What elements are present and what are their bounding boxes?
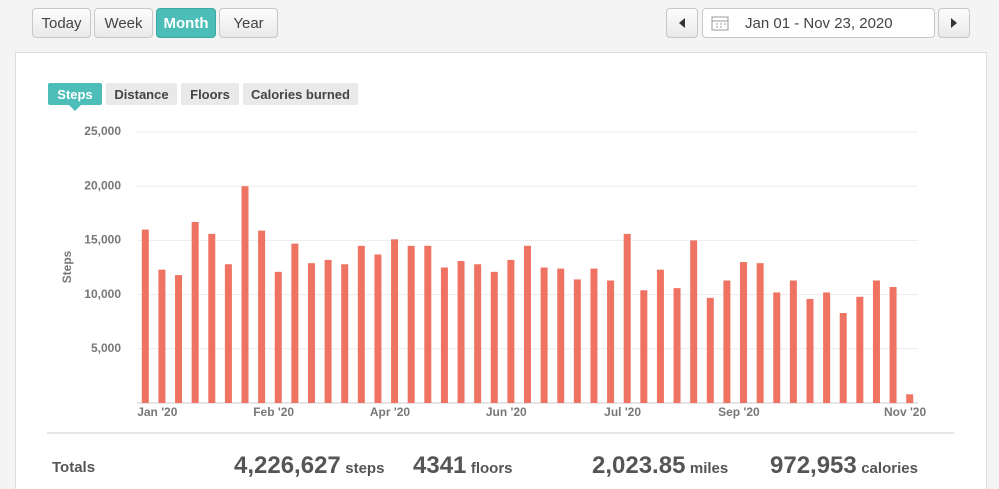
range-button[interactable]: Year (219, 8, 278, 38)
y-tick-label: 15,000 (84, 233, 121, 247)
bar (341, 264, 349, 403)
bar (806, 298, 814, 403)
bar (391, 239, 399, 403)
x-tick-label: Apr '20 (370, 405, 411, 419)
bar (224, 264, 232, 403)
next-button[interactable] (938, 8, 970, 38)
total-unit: steps (345, 460, 385, 477)
total-value: 972,953 (770, 452, 857, 479)
bar (540, 267, 548, 403)
bar (856, 296, 864, 403)
bar (457, 260, 465, 403)
range-button[interactable]: Month (156, 8, 216, 38)
y-tick-label: 20,000 (84, 178, 121, 192)
total: 4,226,627 steps (234, 452, 384, 480)
panel (15, 52, 987, 489)
next-icon (951, 18, 957, 28)
date-field[interactable]: Jan 01 - Nov 23, 2020 (702, 8, 935, 38)
bar (324, 259, 332, 403)
tab[interactable]: Distance (106, 83, 177, 105)
x-tick-label: Feb '20 (253, 405, 294, 419)
x-tick-label: Nov '20 (884, 405, 927, 419)
bar (357, 245, 365, 403)
bar (673, 288, 681, 403)
total-unit: calories (861, 460, 918, 477)
total: 972,953 calories (770, 452, 918, 480)
bar (640, 290, 648, 403)
bar (789, 280, 797, 403)
bar (756, 263, 764, 403)
bar (839, 313, 847, 403)
bar (872, 280, 880, 403)
bar (573, 279, 581, 403)
x-tick-label: Jul '20 (604, 405, 641, 419)
total: 4341 floors (413, 452, 513, 480)
tab-pointer (69, 105, 81, 111)
bar (623, 233, 631, 403)
bar (208, 233, 216, 403)
bar (906, 394, 914, 403)
bar (590, 268, 598, 403)
bar (191, 221, 199, 403)
bar (158, 269, 166, 403)
total-value: 4341 (413, 452, 467, 479)
bar (557, 268, 565, 403)
bar (407, 245, 415, 403)
totals-label: Totals (52, 459, 96, 476)
bar (307, 263, 315, 403)
bar (291, 243, 299, 403)
bar (690, 240, 698, 403)
total-value: 2,023.85 (592, 452, 686, 479)
total-value: 4,226,627 (234, 452, 341, 479)
tab[interactable]: Steps (48, 83, 102, 105)
bar (258, 230, 266, 403)
bar (274, 271, 282, 403)
calendar-icon (711, 16, 729, 31)
total: 2,023.85 miles (592, 452, 728, 480)
bar (440, 267, 448, 403)
tab[interactable]: Floors (181, 83, 239, 105)
bar (241, 186, 249, 403)
bar (889, 287, 897, 403)
bar (175, 275, 183, 403)
bar (607, 280, 615, 403)
bar (424, 245, 432, 403)
bar (773, 292, 781, 403)
tab[interactable]: Calories burned (243, 83, 358, 105)
bar (507, 259, 515, 403)
prev-button[interactable] (666, 8, 698, 38)
x-tick-label: Jan '20 (137, 405, 178, 419)
prev-icon (679, 18, 685, 28)
bar (706, 297, 714, 403)
y-tick-label: 10,000 (84, 287, 121, 301)
bar (740, 262, 748, 403)
bar (656, 269, 664, 403)
y-tick-label: 5,000 (91, 341, 121, 355)
x-tick-label: Jun '20 (486, 405, 527, 419)
y-tick-label: 25,000 (84, 124, 121, 138)
range-button[interactable]: Week (94, 8, 153, 38)
range-button[interactable]: Today (32, 8, 91, 38)
bar (723, 280, 731, 403)
x-tick-label: Sep '20 (718, 405, 760, 419)
total-unit: miles (689, 460, 729, 477)
bar (374, 254, 382, 403)
total-unit: floors (470, 460, 513, 477)
bar (490, 271, 498, 403)
bar (141, 229, 149, 403)
date-range: Jan 01 - Nov 23, 2020 (745, 14, 893, 32)
bar (474, 264, 482, 403)
bar (823, 292, 831, 403)
y-axis-label: Steps (60, 250, 74, 283)
bar (524, 245, 531, 403)
